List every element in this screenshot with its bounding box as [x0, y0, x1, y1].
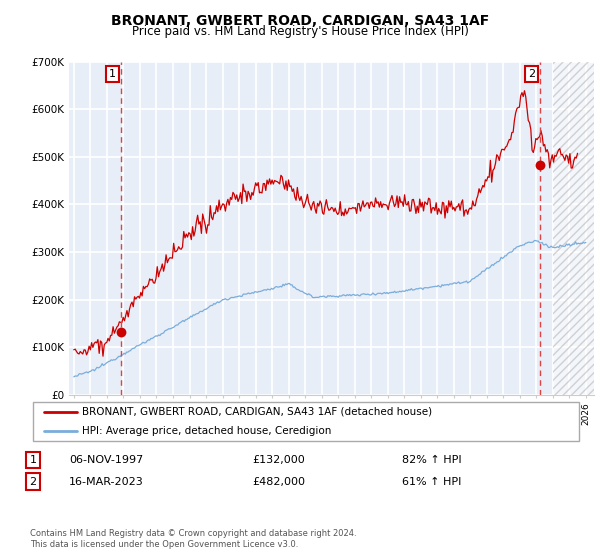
Text: £482,000: £482,000	[252, 477, 305, 487]
FancyBboxPatch shape	[33, 402, 579, 441]
Text: BRONANT, GWBERT ROAD, CARDIGAN, SA43 1AF: BRONANT, GWBERT ROAD, CARDIGAN, SA43 1AF	[111, 14, 489, 28]
Text: Price paid vs. HM Land Registry's House Price Index (HPI): Price paid vs. HM Land Registry's House …	[131, 25, 469, 38]
Text: HPI: Average price, detached house, Ceredigion: HPI: Average price, detached house, Cere…	[82, 426, 332, 436]
Point	[116, 328, 126, 337]
Text: 82% ↑ HPI: 82% ↑ HPI	[402, 455, 461, 465]
Text: 2: 2	[29, 477, 37, 487]
Text: Contains HM Land Registry data © Crown copyright and database right 2024.
This d: Contains HM Land Registry data © Crown c…	[30, 529, 356, 549]
Text: 1: 1	[29, 455, 37, 465]
Bar	[553, 62, 594, 395]
Text: 2: 2	[528, 69, 535, 79]
Text: 61% ↑ HPI: 61% ↑ HPI	[402, 477, 461, 487]
Text: BRONANT, GWBERT ROAD, CARDIGAN, SA43 1AF (detached house): BRONANT, GWBERT ROAD, CARDIGAN, SA43 1AF…	[82, 407, 433, 417]
Text: 06-NOV-1997: 06-NOV-1997	[69, 455, 143, 465]
Point	[535, 161, 544, 170]
Text: £132,000: £132,000	[252, 455, 305, 465]
Text: 16-MAR-2023: 16-MAR-2023	[69, 477, 144, 487]
Text: 1: 1	[109, 69, 116, 79]
